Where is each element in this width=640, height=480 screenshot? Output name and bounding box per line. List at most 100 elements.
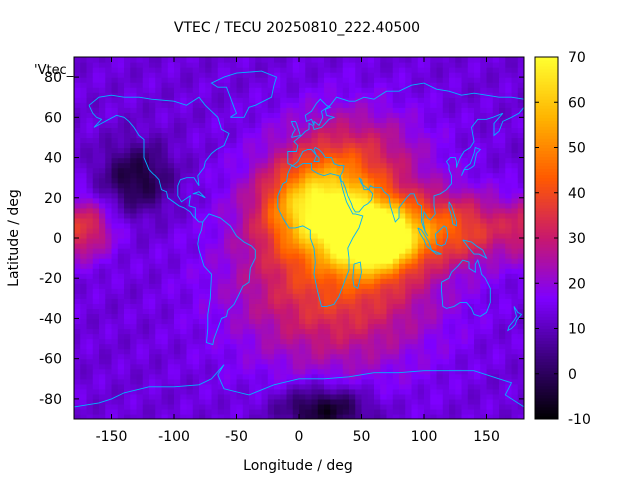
heatmap-cell bbox=[517, 368, 524, 375]
heatmap-cell bbox=[449, 192, 456, 199]
heatmap-cell bbox=[80, 258, 88, 264]
heatmap-cell bbox=[236, 238, 244, 244]
heatmap-cell bbox=[105, 182, 113, 189]
heatmap-cell bbox=[211, 102, 219, 108]
heatmap-cell bbox=[505, 127, 513, 134]
heatmap-cell bbox=[436, 343, 444, 350]
heatmap-cell bbox=[417, 142, 425, 149]
heatmap-cell bbox=[392, 333, 400, 340]
heatmap-cell bbox=[305, 393, 313, 400]
heatmap-cell bbox=[486, 107, 494, 113]
heatmap-cell bbox=[299, 77, 306, 83]
heatmap-cell bbox=[99, 293, 106, 299]
heatmap-cell bbox=[424, 413, 431, 419]
heatmap-cell bbox=[267, 147, 275, 154]
heatmap-cell bbox=[86, 137, 94, 144]
heatmap-cell bbox=[367, 82, 375, 88]
heatmap-cell bbox=[280, 293, 288, 299]
heatmap-cell bbox=[305, 227, 313, 234]
heatmap-cell bbox=[186, 368, 194, 375]
heatmap-cell bbox=[130, 353, 138, 360]
heatmap-cell bbox=[149, 248, 156, 254]
heatmap-cell bbox=[224, 368, 231, 375]
heatmap-cell bbox=[349, 207, 356, 214]
heatmap-cell bbox=[311, 248, 319, 254]
heatmap-cell bbox=[261, 283, 269, 289]
heatmap-cell bbox=[336, 167, 344, 174]
heatmap-cell bbox=[336, 338, 344, 345]
heatmap-cell bbox=[274, 182, 281, 189]
heatmap-cell bbox=[242, 378, 250, 385]
heatmap-cell bbox=[142, 222, 150, 229]
heatmap-cell bbox=[136, 212, 144, 219]
heatmap-cell bbox=[292, 117, 300, 123]
heatmap-cell bbox=[486, 243, 494, 249]
heatmap-cell bbox=[342, 212, 350, 219]
heatmap-cell bbox=[130, 207, 138, 214]
heatmap-cell bbox=[411, 333, 419, 340]
heatmap-cell bbox=[199, 67, 206, 73]
heatmap-cell bbox=[367, 227, 375, 234]
heatmap-cell bbox=[499, 243, 506, 249]
heatmap-cell bbox=[449, 187, 456, 194]
heatmap-cell bbox=[417, 258, 425, 264]
heatmap-cell bbox=[242, 147, 250, 154]
heatmap-cell bbox=[305, 343, 313, 350]
heatmap-cell bbox=[267, 293, 275, 299]
heatmap-cell bbox=[367, 222, 375, 229]
heatmap-cell bbox=[149, 182, 156, 189]
heatmap-cell bbox=[511, 132, 519, 139]
heatmap-cell bbox=[167, 323, 175, 330]
heatmap-cell bbox=[167, 67, 175, 73]
heatmap-cell bbox=[111, 167, 119, 174]
heatmap-cell bbox=[286, 122, 294, 128]
heatmap-cell bbox=[124, 268, 131, 274]
heatmap-cell bbox=[324, 192, 331, 199]
heatmap-cell bbox=[205, 318, 213, 325]
heatmap-cell bbox=[224, 112, 231, 118]
heatmap-cell bbox=[442, 408, 450, 415]
heatmap-cell bbox=[199, 227, 206, 234]
heatmap-cell bbox=[299, 353, 306, 360]
heatmap-cell bbox=[374, 318, 381, 325]
heatmap-cell bbox=[149, 258, 156, 264]
heatmap-cell bbox=[499, 343, 506, 350]
heatmap-cell bbox=[342, 87, 350, 93]
heatmap-cell bbox=[261, 192, 269, 199]
heatmap-cell bbox=[342, 313, 350, 320]
heatmap-cell bbox=[274, 323, 281, 330]
heatmap-cell bbox=[205, 338, 213, 345]
heatmap-cell bbox=[142, 273, 150, 279]
heatmap-cell bbox=[99, 112, 106, 118]
heatmap-cell bbox=[111, 232, 119, 239]
heatmap-cell bbox=[342, 232, 350, 239]
heatmap-cell bbox=[230, 303, 238, 309]
heatmap-cell bbox=[511, 238, 519, 244]
heatmap-cell bbox=[161, 358, 169, 365]
heatmap-cell bbox=[374, 373, 381, 380]
heatmap-cell bbox=[205, 117, 213, 123]
heatmap-cell bbox=[267, 303, 275, 309]
heatmap-cell bbox=[211, 403, 219, 410]
heatmap-cell bbox=[355, 368, 363, 375]
heatmap-cell bbox=[399, 177, 406, 184]
heatmap-cell bbox=[155, 398, 163, 405]
heatmap-cell bbox=[255, 142, 263, 149]
heatmap-cell bbox=[442, 72, 450, 78]
heatmap-cell bbox=[267, 152, 275, 159]
heatmap-cell bbox=[442, 248, 450, 254]
heatmap-cell bbox=[399, 348, 406, 355]
heatmap-cell bbox=[374, 217, 381, 224]
heatmap-cell bbox=[242, 192, 250, 199]
heatmap-cell bbox=[280, 288, 288, 294]
heatmap-cell bbox=[117, 107, 125, 113]
heatmap-cell bbox=[486, 92, 494, 98]
heatmap-cell bbox=[105, 258, 113, 264]
heatmap-cell bbox=[255, 253, 263, 259]
heatmap-cell bbox=[411, 288, 419, 294]
heatmap-cell bbox=[111, 238, 119, 244]
heatmap-cell bbox=[511, 358, 519, 365]
heatmap-cell bbox=[317, 77, 325, 83]
heatmap-cell bbox=[317, 197, 325, 204]
heatmap-cell bbox=[386, 212, 394, 219]
